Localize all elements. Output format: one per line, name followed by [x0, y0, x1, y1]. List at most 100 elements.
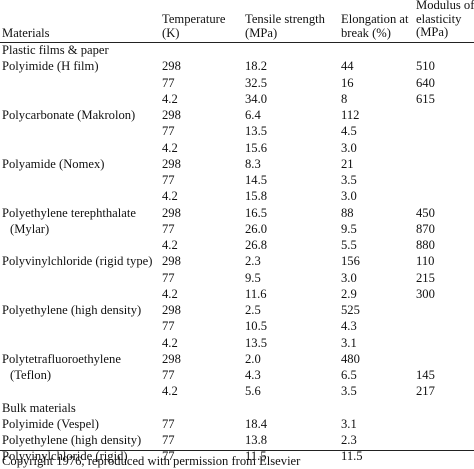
temperature-cell: 4.2	[162, 286, 178, 301]
temperature-cell: 77	[162, 173, 175, 187]
modulus-cell: 450	[416, 205, 435, 220]
material-cell: Polyamide (Nomex)	[2, 156, 105, 171]
elongation-cell: 156	[341, 254, 360, 269]
temperature-cell: 77	[162, 124, 175, 139]
header-temperature-line1: Temperature	[162, 12, 226, 26]
copyright-footer: Copyright 1976, reproduced with permissi…	[2, 454, 301, 468]
material-cell: Polyvinylchloride (rigid type)	[2, 254, 153, 269]
elongation-cell: 21	[341, 156, 354, 171]
temperature-cell: 4.2	[162, 384, 178, 399]
temperature-cell: 298	[162, 351, 181, 366]
tensile-cell: 13.5	[245, 335, 268, 350]
header-tensile-line2: (MPa)	[245, 25, 278, 40]
material-cell: Polyethylene terephthalate	[2, 205, 136, 220]
tensile-cell: 2.5	[245, 303, 261, 317]
elongation-cell: 3.5	[341, 173, 357, 187]
elongation-cell: 4.5	[341, 124, 357, 139]
modulus-cell: 215	[416, 270, 435, 285]
header-materials: Materials	[2, 26, 50, 40]
temperature-cell: 298	[162, 108, 181, 122]
temperature-cell: 77	[162, 416, 175, 431]
material-cell: (Mylar)	[10, 221, 50, 236]
tensile-cell: 10.5	[245, 319, 268, 334]
elongation-cell: 8	[341, 91, 348, 106]
header-modulus-line2: elasticity	[416, 11, 462, 26]
elongation-cell: 2.9	[341, 286, 357, 301]
modulus-cell: 640	[416, 75, 435, 90]
elongation-cell: 4.3	[341, 319, 357, 334]
elongation-cell: 9.5	[341, 221, 357, 236]
tensile-cell: 18.4	[245, 416, 268, 431]
header-temperature: Temperature (K)	[162, 12, 226, 40]
temperature-cell: 77	[162, 449, 175, 464]
tensile-cell: 13.8	[245, 433, 268, 447]
elongation-cell: 525	[341, 303, 360, 317]
elongation-cell: 3.1	[341, 416, 357, 431]
material-cell: Polyvinylchloride (rigid)	[2, 449, 128, 464]
tensile-cell: 15.6	[245, 140, 268, 155]
elongation-cell: 3.0	[341, 189, 357, 204]
temperature-cell: 298	[162, 303, 181, 317]
material-cell: Polyethylene (high density)	[2, 303, 142, 317]
tensile-cell: 34.0	[245, 91, 268, 106]
elongation-cell: 480	[341, 351, 360, 366]
tensile-cell: 13.5	[245, 124, 268, 139]
elongation-cell: 16	[341, 75, 354, 90]
header-tensile-strength: Tensile strength (MPa)	[245, 12, 325, 40]
elongation-cell: 3.0	[341, 140, 357, 155]
header-modulus-line3: (MPa)	[416, 25, 449, 39]
tensile-cell: 18.2	[245, 59, 268, 74]
modulus-cell: 510	[416, 59, 435, 74]
header-elongation-line2: break (%)	[341, 25, 391, 40]
header-temperature-line2: (K)	[162, 25, 180, 40]
elongation-cell: 11.5	[341, 449, 363, 464]
material-cell: Plastic films & paper	[2, 43, 109, 57]
material-cell: Polytetrafluoroethylene	[2, 351, 121, 366]
temperature-cell: 77	[162, 270, 175, 285]
elongation-cell: 3.0	[341, 270, 357, 285]
elongation-cell: 5.5	[341, 238, 357, 252]
elongation-cell: 3.5	[341, 384, 357, 399]
tensile-cell: 16.5	[245, 205, 268, 220]
temperature-cell: 298	[162, 254, 181, 269]
header-modulus: Modulus of elasticity (MPa)	[416, 0, 474, 40]
temperature-cell: 77	[162, 433, 175, 447]
modulus-cell: 300	[416, 286, 435, 301]
temperature-cell: 4.2	[162, 238, 178, 252]
elongation-cell: 88	[341, 205, 354, 220]
tensile-cell: 8.3	[245, 156, 261, 171]
modulus-cell: 145	[416, 368, 435, 382]
elongation-cell: 2.3	[341, 433, 357, 447]
tensile-cell: 11.6	[245, 286, 267, 301]
temperature-cell: 4.2	[162, 335, 178, 350]
modulus-cell: 217	[416, 384, 435, 399]
temperature-cell: 77	[162, 368, 175, 382]
modulus-cell: 110	[416, 254, 435, 269]
material-cell: Polyimide (H film)	[2, 59, 99, 74]
temperature-cell: 4.2	[162, 91, 178, 106]
tensile-cell: 14.5	[245, 173, 268, 187]
temperature-cell: 298	[162, 156, 181, 171]
modulus-cell: 870	[416, 221, 435, 236]
header-rule	[0, 42, 474, 43]
header-modulus-line1: Modulus of	[416, 0, 474, 12]
material-cell: Polyimide (Vespel)	[2, 416, 99, 431]
header-tensile-line1: Tensile strength	[245, 12, 325, 26]
modulus-cell: 880	[416, 238, 435, 252]
temperature-cell: 298	[162, 205, 181, 220]
temperature-cell: 77	[162, 221, 175, 236]
tensile-cell: 9.5	[245, 270, 261, 285]
temperature-cell: 77	[162, 319, 175, 334]
modulus-cell: 615	[416, 91, 435, 106]
tensile-cell: 26.8	[245, 238, 268, 252]
header-elongation-line1: Elongation at	[341, 12, 409, 26]
material-cell: Polyethylene (high density)	[2, 433, 142, 447]
elongation-cell: 44	[341, 59, 354, 74]
tensile-cell: 32.5	[245, 75, 268, 90]
material-cell: (Teflon)	[10, 368, 52, 382]
tensile-cell: 2.3	[245, 254, 261, 269]
material-cell: Polycarbonate (Makrolon)	[2, 108, 136, 122]
elongation-cell: 3.1	[341, 335, 357, 350]
header-elongation: Elongation at break (%)	[341, 12, 409, 40]
